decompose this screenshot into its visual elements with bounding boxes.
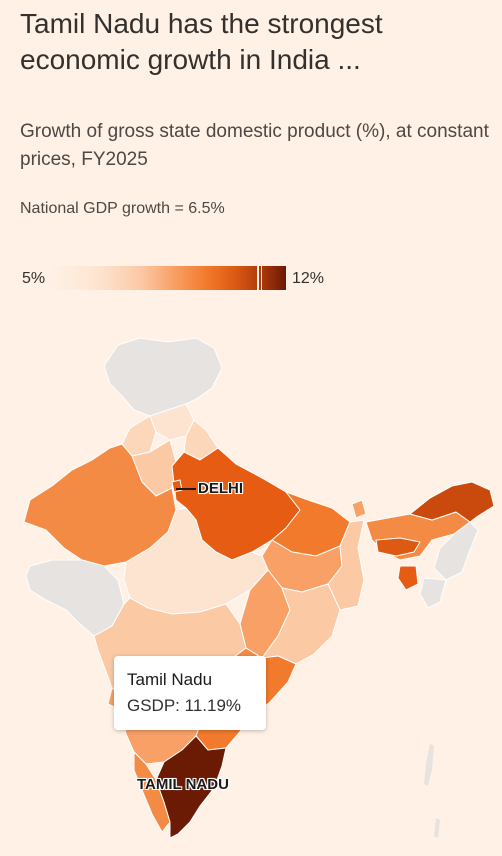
chart-subtitle: Growth of gross state domestic product (… bbox=[20, 121, 489, 170]
region-odisha[interactable] bbox=[261, 583, 341, 665]
region-mizoram[interactable] bbox=[419, 577, 447, 609]
india-choropleth-map bbox=[23, 337, 495, 839]
region-delhi[interactable] bbox=[171, 479, 183, 493]
color-legend: 5% 12% bbox=[0, 262, 502, 296]
region-sikkim[interactable] bbox=[351, 499, 367, 519]
region-jammu-kashmir[interactable] bbox=[103, 337, 223, 417]
region-gujarat[interactable] bbox=[25, 559, 125, 637]
region-arunachal-pradesh[interactable] bbox=[409, 481, 495, 523]
tooltip-state-name: Tamil Nadu bbox=[127, 670, 213, 689]
region-nagaland-manipur[interactable] bbox=[433, 521, 479, 581]
region-kerala[interactable] bbox=[133, 751, 171, 833]
legend-highlight-marker-2 bbox=[261, 264, 262, 292]
tooltip-gsdp-value: GSDP: 11.19% bbox=[127, 696, 242, 715]
region-tripura[interactable] bbox=[397, 565, 419, 591]
legend-min-label: 5% bbox=[22, 270, 46, 287]
region-meghalaya[interactable] bbox=[375, 537, 421, 557]
region-nicobar-islands[interactable] bbox=[434, 818, 440, 838]
region-west-bengal[interactable] bbox=[327, 519, 365, 611]
legend-gradient-bar bbox=[52, 266, 286, 290]
chart-title: Tamil Nadu has the strongest economic gr… bbox=[20, 8, 383, 75]
legend-max-label: 12% bbox=[292, 270, 325, 287]
national-gdp-note: National GDP growth = 6.5% bbox=[20, 200, 225, 217]
map-tooltip: Tamil Nadu GSDP: 11.19% bbox=[114, 656, 266, 730]
legend-highlight-marker bbox=[257, 264, 259, 292]
region-andaman-islands[interactable] bbox=[424, 744, 434, 786]
label-tamil-nadu: TAMIL NADU bbox=[137, 776, 229, 793]
label-delhi: DELHI bbox=[198, 480, 243, 497]
region-tamil-nadu[interactable] bbox=[155, 735, 227, 839]
